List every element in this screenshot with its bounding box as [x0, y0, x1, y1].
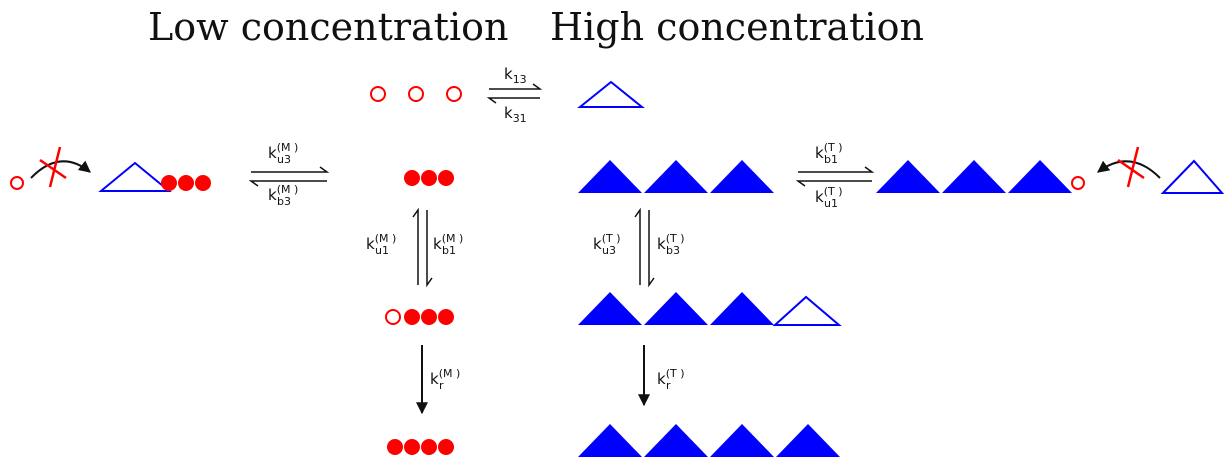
high-concentration-heading: High concentration — [550, 5, 924, 49]
bound-monomer — [195, 175, 211, 191]
filament-three-trimers-plus-loose — [578, 292, 842, 326]
rate-label-krM: k(M ) r — [430, 367, 460, 392]
filament-three-trimers — [578, 160, 774, 193]
blocked-binding-arrow-left — [30, 160, 91, 179]
free-monomers — [370, 86, 462, 102]
rate-label-krT: k(T ) r — [657, 367, 685, 392]
equilibrium-arrow-k13-k31 — [486, 83, 543, 104]
equilibrium-arrow-ku3M-kb3M — [248, 166, 330, 187]
bound-end-monomer — [1071, 176, 1085, 190]
rate-label-kb1T: k(T ) b1 — [815, 141, 843, 166]
rate-label-kb1M: k(M ) b1 — [433, 232, 463, 257]
rate-label-kb3T: k(T ) b3 — [657, 232, 685, 257]
filament-four-trimers — [578, 424, 840, 457]
incoming-trimer-right — [1160, 159, 1225, 194]
rate-label-ku1T: k(T ) u1 — [815, 185, 843, 210]
filament-four-monomers — [387, 439, 454, 455]
blocked-binding-arrow-right — [1097, 160, 1161, 179]
equilibrium-arrow-ku3T-kb3T — [634, 207, 655, 288]
bound-monomer — [178, 175, 194, 191]
equilibrium-arrow-ku1M-kb1M — [412, 207, 433, 288]
filament-three-monomers — [404, 170, 454, 186]
free-monomer — [408, 86, 424, 102]
incoming-trimer — [98, 161, 172, 192]
filament-end-three-trimers-right — [876, 160, 1085, 193]
blocked-mark-right — [1117, 146, 1145, 188]
filament-three-monomers-plus-loose — [385, 309, 454, 325]
free-trimer — [577, 80, 645, 108]
free-monomer — [446, 86, 462, 102]
rate-label-k13: k13 — [504, 65, 527, 86]
equilibrium-arrow-kb1T-ku1T — [795, 166, 875, 187]
rate-label-ku1M: k(M ) u1 — [366, 232, 396, 257]
rate-label-k31: k31 — [504, 104, 527, 125]
incoming-monomer — [10, 176, 24, 190]
bound-monomer — [161, 175, 177, 191]
filament-end-three-monomers-left — [161, 175, 211, 191]
rate-label-kb3M: k(M ) b3 — [268, 183, 298, 208]
rate-label-ku3M: k(M ) u3 — [268, 141, 298, 166]
blocked-mark-left — [39, 146, 67, 188]
free-monomer — [370, 86, 386, 102]
rate-label-ku3T: k(T ) u3 — [593, 232, 621, 257]
low-concentration-heading: Low concentration — [148, 5, 508, 49]
